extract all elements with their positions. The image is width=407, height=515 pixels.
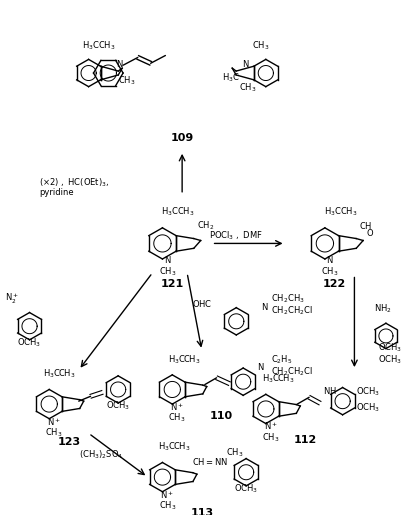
Text: $\mathrm{N}$: $\mathrm{N}$ [219, 456, 227, 468]
Text: $\mathrm{CH_3}$: $\mathrm{CH_3}$ [262, 431, 280, 443]
Text: $\mathrm{H_3C}$: $\mathrm{H_3C}$ [168, 353, 186, 366]
Text: $\mathrm{CH{=}N}$: $\mathrm{CH{=}N}$ [192, 456, 222, 468]
Text: $\mathrm{OCH_3}$: $\mathrm{OCH_3}$ [378, 341, 402, 354]
Text: $\mathrm{CH_3}$: $\mathrm{CH_3}$ [159, 266, 176, 278]
Text: $\mathrm{OCH_3}$: $\mathrm{OCH_3}$ [234, 483, 258, 495]
Text: $\mathrm{OCH_3}$: $\mathrm{OCH_3}$ [106, 400, 130, 413]
Text: $\mathrm{H_3C}$: $\mathrm{H_3C}$ [262, 373, 280, 385]
Text: $\mathrm{CH_3}$: $\mathrm{CH_3}$ [239, 81, 257, 94]
Text: $\mathrm{N^+}$: $\mathrm{N^+}$ [264, 421, 278, 433]
Text: $\mathrm{CH}$: $\mathrm{CH}$ [359, 220, 373, 231]
Text: $\mathrm{CH_3}$: $\mathrm{CH_3}$ [98, 40, 115, 52]
Text: $\mathrm{N}$: $\mathrm{N}$ [164, 254, 171, 265]
Text: $\mathrm{CH_3}$: $\mathrm{CH_3}$ [226, 447, 244, 459]
Text: $\mathrm{CH_3}$: $\mathrm{CH_3}$ [340, 205, 357, 218]
Text: $\mathrm{C_2H_5}$: $\mathrm{C_2H_5}$ [271, 353, 292, 366]
Text: $\mathrm{CH_3}$: $\mathrm{CH_3}$ [168, 411, 186, 424]
Text: $\mathrm{N}$: $\mathrm{N}$ [261, 301, 268, 312]
Text: 121: 121 [161, 279, 184, 289]
Text: $\mathrm{OCH_3}$: $\mathrm{OCH_3}$ [18, 337, 42, 349]
Text: $\mathrm{CH_3}$: $\mathrm{CH_3}$ [159, 499, 176, 512]
Text: 122: 122 [323, 279, 346, 289]
Text: $\mathrm{H_3C}$: $\mathrm{H_3C}$ [223, 72, 240, 84]
Text: $\mathrm{N}$: $\mathrm{N}$ [257, 361, 265, 372]
Text: $\mathrm{OCH_3}$: $\mathrm{OCH_3}$ [357, 385, 381, 398]
Text: $\mathrm{CH_2}$: $\mathrm{CH_2}$ [197, 220, 214, 232]
Text: $\mathrm{N^+}$: $\mathrm{N^+}$ [170, 401, 184, 413]
Text: $\mathrm{N_2^+}$: $\mathrm{N_2^+}$ [5, 292, 19, 306]
Text: $\mathrm{H_3C}$: $\mathrm{H_3C}$ [82, 40, 99, 52]
Text: $\mathrm{CH_3}$: $\mathrm{CH_3}$ [45, 426, 63, 439]
Text: 110: 110 [210, 410, 233, 421]
Text: $\mathrm{H_3C}$: $\mathrm{H_3C}$ [162, 205, 179, 218]
Text: $\mathrm{CH_2CH_3}$: $\mathrm{CH_2CH_3}$ [271, 293, 304, 305]
Text: pyridine: pyridine [39, 188, 74, 197]
Text: $\mathrm{CH_3}$: $\mathrm{CH_3}$ [58, 368, 76, 380]
Text: $\mathrm{CH_2CH_2Cl}$: $\mathrm{CH_2CH_2Cl}$ [271, 366, 313, 379]
Text: $\mathrm{POCl_3\ ,\ DMF}$: $\mathrm{POCl_3\ ,\ DMF}$ [210, 230, 263, 242]
Text: $\mathrm{CH_3}$: $\mathrm{CH_3}$ [183, 353, 201, 366]
Text: 113: 113 [190, 508, 213, 515]
Text: $\mathrm{CH_3}$: $\mathrm{CH_3}$ [177, 205, 195, 218]
Text: $\mathrm{NH}$: $\mathrm{NH}$ [323, 385, 337, 397]
Text: 112: 112 [293, 435, 317, 445]
Text: $\mathrm{NH_2}$: $\mathrm{NH_2}$ [374, 303, 392, 315]
Text: $\mathrm{CH_3}$: $\mathrm{CH_3}$ [173, 441, 191, 453]
Text: $\mathrm{N}$: $\mathrm{N}$ [326, 254, 334, 265]
Text: $\mathrm{(CH_3)_2SO_4}$: $\mathrm{(CH_3)_2SO_4}$ [79, 449, 123, 461]
Text: $\mathrm{N^+}$: $\mathrm{N^+}$ [160, 489, 174, 501]
Text: $\mathrm{N}$: $\mathrm{N}$ [243, 58, 250, 69]
Text: $\mathrm{CH_3}$: $\mathrm{CH_3}$ [118, 75, 136, 87]
Text: $\mathrm{CH_3}$: $\mathrm{CH_3}$ [252, 40, 270, 52]
Text: $\mathrm{H_3C}$: $\mathrm{H_3C}$ [324, 205, 341, 218]
Text: $\mathrm{OCH_3}$: $\mathrm{OCH_3}$ [378, 353, 402, 366]
Text: $\mathrm{O}$: $\mathrm{O}$ [366, 227, 374, 237]
Text: 123: 123 [57, 437, 81, 447]
Text: $\mathrm{N^+}$: $\mathrm{N^+}$ [47, 416, 61, 427]
Text: $\mathrm{CH_2CH_2Cl}$: $\mathrm{CH_2CH_2Cl}$ [271, 304, 313, 317]
Text: $\mathrm{N}$: $\mathrm{N}$ [116, 58, 124, 69]
Text: $\mathrm{CH_3}$: $\mathrm{CH_3}$ [277, 373, 294, 385]
Text: 109: 109 [171, 133, 194, 143]
Text: $\mathrm{CH_3}$: $\mathrm{CH_3}$ [321, 266, 339, 278]
Text: $\mathrm{OHC}$: $\mathrm{OHC}$ [192, 298, 212, 308]
Text: $(\times 2)\ ,\ \mathrm{HC(OEt)_3},$: $(\times 2)\ ,\ \mathrm{HC(OEt)_3},$ [39, 176, 110, 188]
Text: $\mathrm{H_3C}$: $\mathrm{H_3C}$ [43, 368, 61, 380]
Text: $\mathrm{H_3C}$: $\mathrm{H_3C}$ [158, 441, 176, 453]
Text: $\mathrm{OCH_3}$: $\mathrm{OCH_3}$ [357, 402, 381, 415]
